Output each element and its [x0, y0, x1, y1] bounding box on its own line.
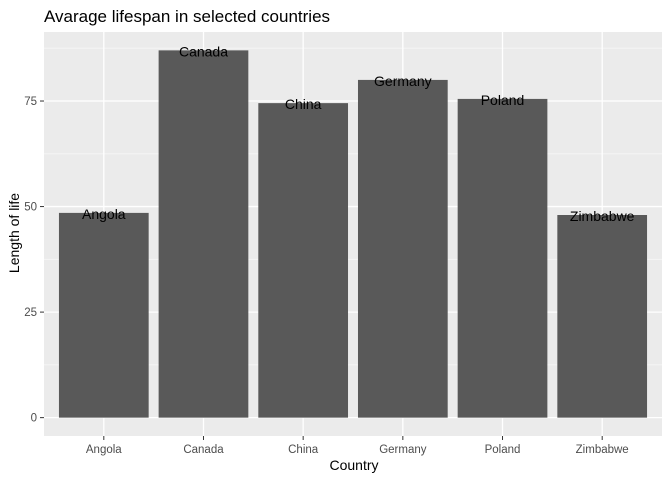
bar-angola: [58, 212, 149, 418]
x-tick-label: Canada: [183, 444, 224, 456]
bars: [58, 50, 648, 418]
bar-germany: [357, 79, 448, 418]
bar-zimbabwe: [557, 215, 648, 418]
bar-label: Angola: [82, 206, 126, 222]
y-axis-title: Length of life: [6, 193, 22, 273]
bar-label: Canada: [179, 43, 228, 59]
y-tick-label: 75: [24, 96, 37, 108]
bar-label: Germany: [374, 73, 432, 89]
x-axis-ticks: Angola Canada China Germany Poland Zimbabwe: [86, 436, 629, 456]
bar-china: [258, 103, 349, 418]
x-tick-label: Angola: [86, 444, 122, 456]
bar-poland: [457, 98, 548, 418]
x-axis-title: Country: [329, 457, 378, 473]
y-tick-label: 50: [24, 202, 37, 214]
x-tick-label: China: [288, 444, 319, 456]
y-tick-label: 0: [31, 413, 37, 425]
x-tick-label: Zimbabwe: [576, 444, 629, 456]
bar-label: China: [285, 96, 322, 112]
x-tick-label: Germany: [379, 444, 427, 456]
bar-label: Poland: [481, 92, 525, 108]
bar-labels: Angola Canada China Germany Poland Zimbabwe: [82, 43, 635, 224]
y-axis-ticks: 0 25 50 75: [24, 96, 44, 425]
y-tick-label: 25: [24, 307, 37, 319]
x-tick-label: Poland: [485, 444, 521, 456]
bar-canada: [158, 50, 249, 418]
bar-label: Zimbabwe: [570, 208, 635, 224]
chart-title: Avarage lifespan in selected countries: [44, 7, 330, 26]
